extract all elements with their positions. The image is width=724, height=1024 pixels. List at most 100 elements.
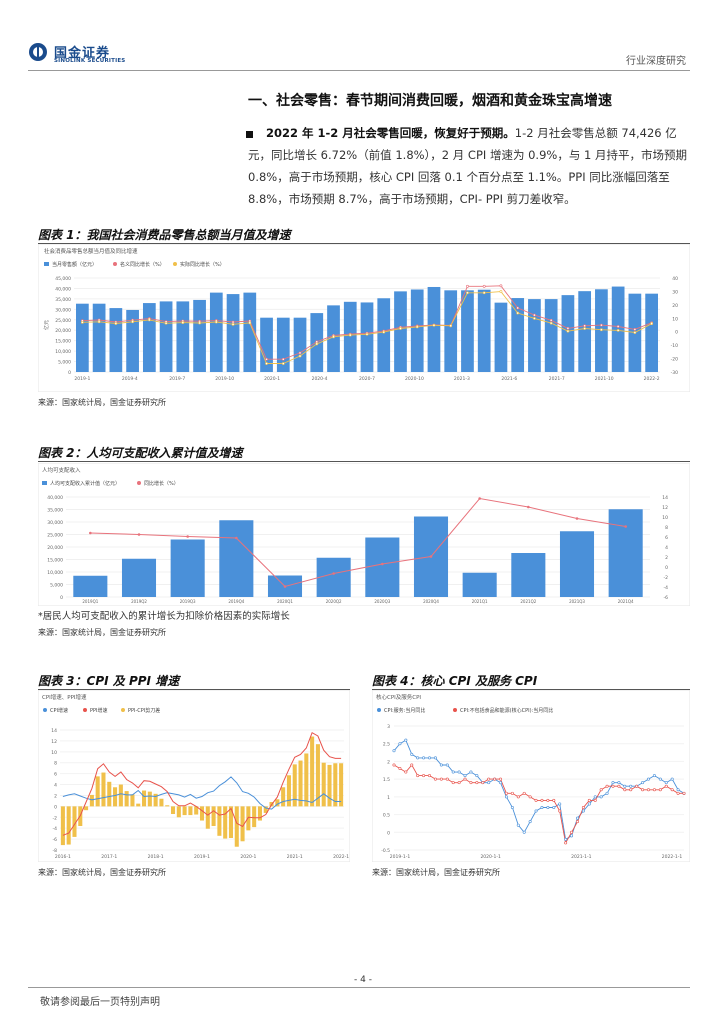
- x-tick: 2018-1: [148, 854, 164, 860]
- x-tick: 2021-7: [549, 376, 565, 382]
- y-tick-right: 8: [665, 525, 668, 531]
- y-tick-left: 35,000: [55, 297, 71, 303]
- gap-bar: [130, 794, 135, 807]
- y-tick-left: 0: [60, 595, 63, 601]
- y-tick-left: 30,000: [47, 520, 63, 526]
- gap-bar: [205, 806, 210, 829]
- bar: [578, 291, 592, 372]
- service-point: [534, 809, 538, 813]
- legend-real-label: 实际同比增长（%）: [180, 261, 225, 268]
- x-tick: 2020-7: [359, 376, 375, 382]
- real-point: [97, 320, 101, 324]
- growth-point: [332, 572, 335, 575]
- service-point: [564, 837, 568, 841]
- core-point: [481, 781, 485, 785]
- legend-real-swatch: [173, 262, 177, 266]
- bar: [360, 302, 374, 372]
- bar: [561, 295, 575, 372]
- legend-bar-label: 人均可支配收入累计值（亿元）: [50, 480, 120, 487]
- service-point: [469, 770, 473, 774]
- real-point: [382, 330, 386, 334]
- bar: [427, 286, 441, 372]
- bar: [92, 303, 106, 372]
- nominal-point: [533, 313, 536, 317]
- nominal-point: [633, 328, 637, 331]
- gap-bar: [263, 806, 268, 813]
- bar: [73, 575, 108, 597]
- real-point: [248, 321, 252, 325]
- nominal-point: [600, 323, 603, 327]
- figure-2-rule: [38, 461, 690, 462]
- service-point: [652, 774, 656, 778]
- core-point: [451, 781, 455, 785]
- real-point: [549, 321, 553, 325]
- core-point: [641, 788, 645, 792]
- nominal-point: [281, 357, 285, 361]
- service-point: [510, 805, 514, 809]
- legend-bar-swatch: [42, 481, 47, 485]
- service-point: [445, 763, 449, 767]
- service-point: [629, 784, 633, 788]
- real-point: [482, 291, 486, 295]
- legend-ppi-label: PPI增速: [90, 707, 108, 714]
- service-point: [528, 820, 532, 824]
- gap-bar: [60, 806, 65, 846]
- brand-logo: 国金证券 SINOLINK SECURITIES: [24, 40, 134, 68]
- bar: [511, 553, 546, 597]
- gap-bar: [165, 805, 170, 807]
- service-point: [670, 777, 674, 781]
- bar: [170, 539, 205, 597]
- core-point: [410, 763, 414, 767]
- x-tick: 2020Q1: [277, 599, 293, 604]
- core-point: [664, 784, 668, 788]
- growth-point: [137, 533, 141, 536]
- gap-bar: [142, 790, 147, 807]
- service-point: [575, 816, 579, 820]
- summary-paragraph: 2022 年 1-2 月社会零售回暖，恢复好于预期。1-2 月社会零售总额 74…: [248, 122, 688, 210]
- bar: [410, 289, 424, 372]
- x-tick: 2019-4: [122, 376, 138, 382]
- x-tick: 2017-1: [101, 854, 117, 860]
- gap-bar: [199, 806, 205, 821]
- legend-gap-swatch: [121, 708, 125, 712]
- real-point: [600, 328, 603, 332]
- core-point: [575, 820, 579, 824]
- real-point: [114, 322, 118, 325]
- nominal-point: [265, 357, 268, 361]
- bar: [159, 301, 173, 372]
- core-point: [516, 795, 520, 799]
- x-tick: 2021-10: [595, 376, 614, 382]
- core-point: [463, 777, 467, 781]
- core-point: [445, 777, 449, 781]
- report-type: 行业深度研究: [626, 56, 686, 67]
- real-point: [298, 354, 302, 358]
- square-bullet-icon: [246, 131, 253, 138]
- chart-title: 社会消费品零售总额当月值及同比增速: [44, 247, 138, 255]
- real-point: [265, 362, 268, 365]
- service-point: [658, 777, 662, 781]
- real-point: [348, 333, 352, 337]
- service-point: [546, 805, 550, 809]
- real-point: [164, 321, 168, 325]
- y-tick: 2.5: [383, 742, 390, 748]
- y-tick-left: 40,000: [47, 495, 63, 501]
- core-point: [570, 830, 574, 834]
- nominal-point: [231, 320, 235, 324]
- real-point: [449, 324, 453, 328]
- core-point: [546, 798, 550, 802]
- bar: [377, 298, 391, 372]
- core-point: [629, 788, 633, 792]
- core-point: [635, 784, 639, 788]
- x-tick: 2022-1-1: [662, 854, 683, 860]
- legend-core-label: CPI:不包括食品和能源(核心CPI):当月同比: [460, 707, 553, 714]
- core-point: [611, 784, 615, 788]
- figure-2-chart: 人均可支配收入 人均可支配收入累计值（亿元） 同比增长（%） 0 5,000 10,000…: [38, 463, 690, 606]
- core-point: [658, 788, 662, 792]
- core-point: [499, 777, 503, 781]
- core-point: [564, 841, 568, 845]
- y-tick-right: -4: [664, 585, 669, 591]
- y-tick: 2: [54, 793, 57, 799]
- bar: [327, 305, 340, 372]
- x-tick: 2020Q2: [326, 599, 342, 604]
- service-point: [439, 763, 443, 767]
